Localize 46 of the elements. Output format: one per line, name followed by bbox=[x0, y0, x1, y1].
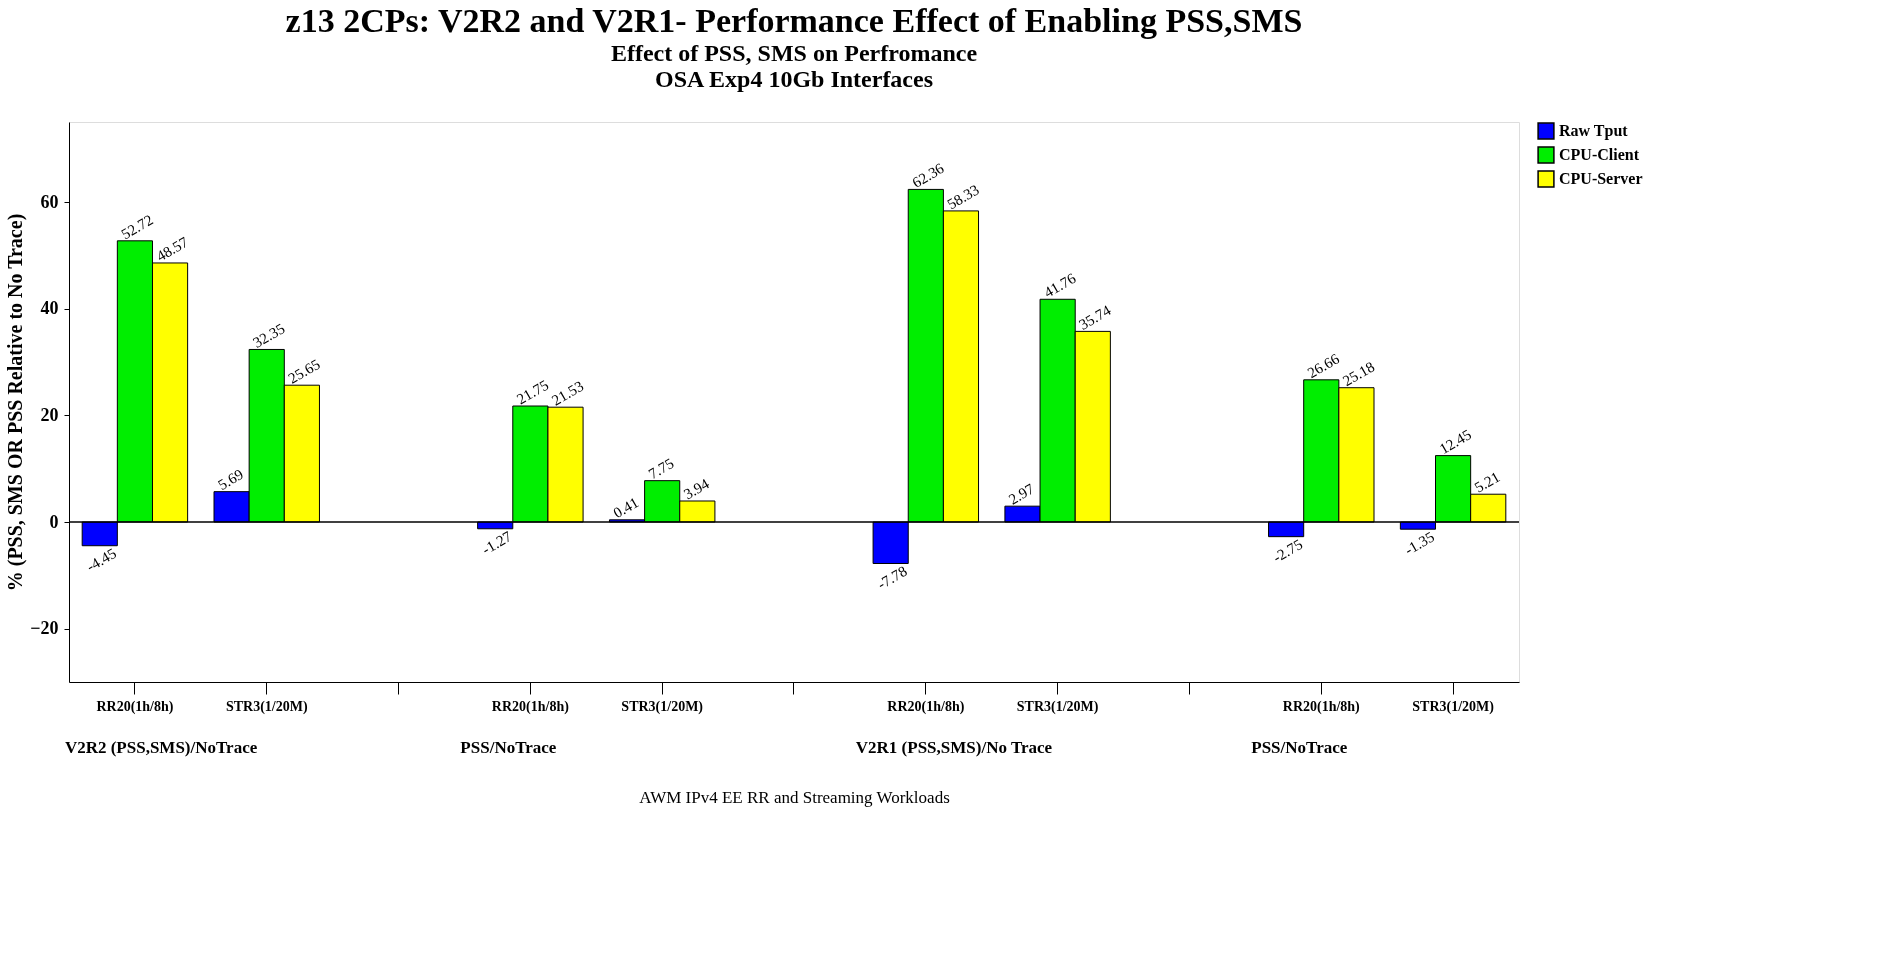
data-label: 41.76 bbox=[1041, 269, 1079, 301]
x-tick-label: STR3(1/20M) bbox=[621, 699, 704, 715]
y-axis-title: % (PSS, SMS OR PSS Relative to No Trace) bbox=[4, 213, 28, 592]
data-label: 32.35 bbox=[250, 320, 288, 351]
data-label: 25.18 bbox=[1340, 358, 1378, 390]
data-label: -1.35 bbox=[1402, 528, 1438, 559]
y-tick-label: −20 bbox=[30, 618, 59, 639]
x-tick-label: STR3(1/20M) bbox=[1016, 699, 1099, 715]
x-tick-label: STR3(1/20M) bbox=[1412, 699, 1495, 715]
y-tick-label: 40 bbox=[40, 298, 59, 319]
data-label: 5.21 bbox=[1471, 468, 1503, 496]
chart-subtitle: Effect of PSS, SMS on Perfromance OSA Exp4 10Gb Interfaces bbox=[610, 40, 978, 92]
data-label: -4.45 bbox=[83, 545, 119, 575]
x-tick-label: RR20(1h/8h) bbox=[491, 699, 570, 715]
x-tick-label: RR20(1h/8h) bbox=[96, 699, 174, 715]
data-label: -2.75 bbox=[1270, 536, 1306, 566]
legend-label: Raw Tput bbox=[1559, 122, 1629, 140]
text: V2R1 (PSS,SMS)/No Trace bbox=[855, 738, 1053, 757]
x-tick-label: RR20(1h/8h) bbox=[1282, 699, 1361, 715]
legend-label: CPU-Server bbox=[1559, 170, 1643, 187]
data-label: 52.72 bbox=[118, 211, 156, 243]
legend-label: CPU-Client bbox=[1559, 146, 1640, 163]
text: PSS/NoTrace bbox=[1251, 738, 1348, 757]
x-tick-label: RR20(1h/8h) bbox=[887, 699, 965, 715]
data-label: 21.75 bbox=[513, 376, 552, 408]
y-tick-label: 20 bbox=[40, 404, 59, 425]
x-axis-title: AWM IPv4 EE RR and Streaming Workloads bbox=[639, 788, 950, 807]
data-label: 3.94 bbox=[680, 475, 713, 503]
x-tick-label: STR3(1/20M) bbox=[225, 699, 308, 715]
chart-title: z13 2CPs: V2R2 and V2R1- Performance Effect of Enabling PSS,SMS bbox=[285, 2, 1303, 39]
y-tick-label: 60 bbox=[40, 191, 59, 212]
data-label: -1.27 bbox=[479, 527, 515, 558]
data-label: -7.78 bbox=[874, 562, 910, 593]
data-label: 25.65 bbox=[285, 355, 323, 387]
text: PSS/NoTrace bbox=[460, 738, 557, 757]
data-label: 12.45 bbox=[1436, 426, 1474, 457]
data-label: 5.69 bbox=[215, 466, 246, 494]
text: V2R2 (PSS,SMS)/NoTrace bbox=[64, 738, 258, 757]
data-label: 2.97 bbox=[1006, 480, 1038, 508]
data-label: 21.53 bbox=[549, 377, 587, 409]
data-label: 26.66 bbox=[1304, 350, 1343, 382]
y-tick-label: 0 bbox=[49, 511, 59, 532]
data-label: 0.41 bbox=[610, 494, 642, 522]
data-label: 7.75 bbox=[645, 455, 677, 483]
data-label: 35.74 bbox=[1076, 301, 1115, 333]
data-label: 48.57 bbox=[153, 233, 192, 265]
